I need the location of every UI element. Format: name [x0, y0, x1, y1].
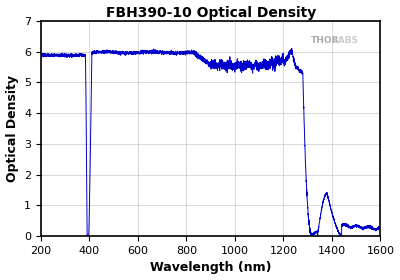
Text: THOR: THOR — [311, 36, 339, 45]
Title: FBH390-10 Optical Density: FBH390-10 Optical Density — [106, 6, 316, 20]
Y-axis label: Optical Density: Optical Density — [6, 75, 18, 182]
Text: LABS: LABS — [332, 36, 358, 45]
X-axis label: Wavelength (nm): Wavelength (nm) — [150, 262, 272, 274]
